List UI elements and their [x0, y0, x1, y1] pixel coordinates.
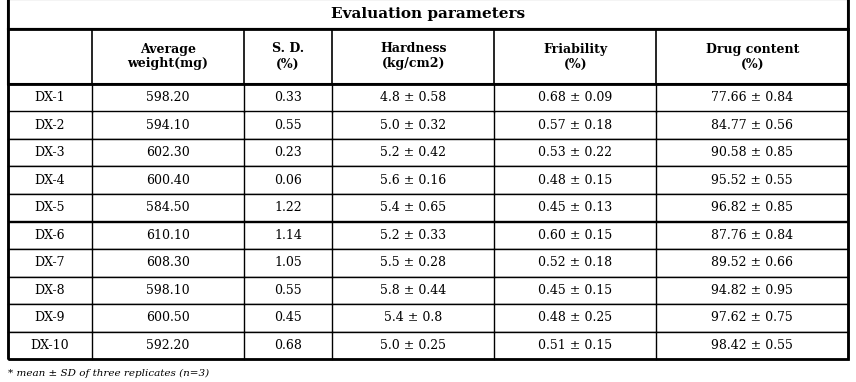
Text: 602.30: 602.30 [146, 146, 189, 159]
Text: 0.60 ± 0.15: 0.60 ± 0.15 [538, 229, 613, 242]
Text: 84.77 ± 0.56: 84.77 ± 0.56 [711, 119, 794, 132]
Text: 90.58 ± 0.85: 90.58 ± 0.85 [711, 146, 794, 159]
Text: 0.33: 0.33 [274, 91, 302, 104]
Text: 5.4 ± 0.8: 5.4 ± 0.8 [384, 311, 443, 324]
Text: DX-4: DX-4 [34, 174, 65, 187]
Text: 98.42 ± 0.55: 98.42 ± 0.55 [711, 339, 794, 352]
Text: 0.48 ± 0.25: 0.48 ± 0.25 [538, 311, 612, 324]
Text: 95.52 ± 0.55: 95.52 ± 0.55 [711, 174, 793, 187]
Text: 0.52 ± 0.18: 0.52 ± 0.18 [538, 256, 612, 269]
Text: 600.40: 600.40 [146, 174, 189, 187]
Text: 600.50: 600.50 [146, 311, 189, 324]
Text: 0.23: 0.23 [274, 146, 302, 159]
Text: 0.55: 0.55 [274, 284, 302, 297]
Text: 96.82 ± 0.85: 96.82 ± 0.85 [711, 201, 794, 214]
Text: 77.66 ± 0.84: 77.66 ± 0.84 [711, 91, 794, 104]
Text: 94.82 ± 0.95: 94.82 ± 0.95 [711, 284, 794, 297]
Text: 0.06: 0.06 [274, 174, 302, 187]
Text: 5.2 ± 0.42: 5.2 ± 0.42 [380, 146, 446, 159]
Text: 0.53 ± 0.22: 0.53 ± 0.22 [538, 146, 612, 159]
Text: Evaluation parameters: Evaluation parameters [331, 7, 525, 21]
Text: Average
weight(mg): Average weight(mg) [128, 42, 208, 71]
Text: DX-3: DX-3 [34, 146, 65, 159]
Text: 89.52 ± 0.66: 89.52 ± 0.66 [711, 256, 794, 269]
Text: DX-2: DX-2 [34, 119, 65, 132]
Text: 0.68 ± 0.09: 0.68 ± 0.09 [538, 91, 613, 104]
Text: DX-10: DX-10 [31, 339, 69, 352]
Text: DX-9: DX-9 [34, 311, 65, 324]
Text: DX-6: DX-6 [34, 229, 65, 242]
Text: 5.0 ± 0.32: 5.0 ± 0.32 [380, 119, 446, 132]
Text: 87.76 ± 0.84: 87.76 ± 0.84 [711, 229, 794, 242]
Text: 0.45: 0.45 [274, 311, 302, 324]
Text: 0.57 ± 0.18: 0.57 ± 0.18 [538, 119, 612, 132]
Text: 5.2 ± 0.33: 5.2 ± 0.33 [380, 229, 446, 242]
Text: 5.8 ± 0.44: 5.8 ± 0.44 [380, 284, 446, 297]
Text: DX-8: DX-8 [34, 284, 65, 297]
Text: 598.10: 598.10 [146, 284, 189, 297]
Text: 584.50: 584.50 [146, 201, 189, 214]
Text: 610.10: 610.10 [146, 229, 189, 242]
Text: DX-7: DX-7 [34, 256, 65, 269]
Text: 1.05: 1.05 [274, 256, 302, 269]
Text: DX-5: DX-5 [34, 201, 65, 214]
Text: 0.45 ± 0.15: 0.45 ± 0.15 [538, 284, 612, 297]
Text: * mean ± SD of three replicates (n=3): * mean ± SD of three replicates (n=3) [8, 369, 209, 378]
Text: 0.51 ± 0.15: 0.51 ± 0.15 [538, 339, 612, 352]
Text: 592.20: 592.20 [146, 339, 189, 352]
Text: Friability
(%): Friability (%) [544, 42, 608, 71]
Text: 97.62 ± 0.75: 97.62 ± 0.75 [711, 311, 794, 324]
Text: 0.48 ± 0.15: 0.48 ± 0.15 [538, 174, 613, 187]
Text: 5.0 ± 0.25: 5.0 ± 0.25 [380, 339, 446, 352]
Text: S. D.
(%): S. D. (%) [272, 42, 304, 71]
Text: 5.4 ± 0.65: 5.4 ± 0.65 [380, 201, 446, 214]
Text: 5.5 ± 0.28: 5.5 ± 0.28 [380, 256, 446, 269]
Text: 0.55: 0.55 [274, 119, 302, 132]
Text: 0.45 ± 0.13: 0.45 ± 0.13 [538, 201, 613, 214]
Text: 598.20: 598.20 [146, 91, 189, 104]
Text: Drug content
(%): Drug content (%) [705, 42, 799, 71]
Text: 4.8 ± 0.58: 4.8 ± 0.58 [380, 91, 446, 104]
Text: 1.14: 1.14 [274, 229, 302, 242]
Text: Hardness
(kg/cm2): Hardness (kg/cm2) [380, 42, 447, 71]
Text: 1.22: 1.22 [274, 201, 302, 214]
Text: DX-1: DX-1 [34, 91, 65, 104]
Text: 608.30: 608.30 [146, 256, 189, 269]
Text: 5.6 ± 0.16: 5.6 ± 0.16 [380, 174, 446, 187]
Text: 594.10: 594.10 [146, 119, 189, 132]
Text: 0.68: 0.68 [274, 339, 302, 352]
